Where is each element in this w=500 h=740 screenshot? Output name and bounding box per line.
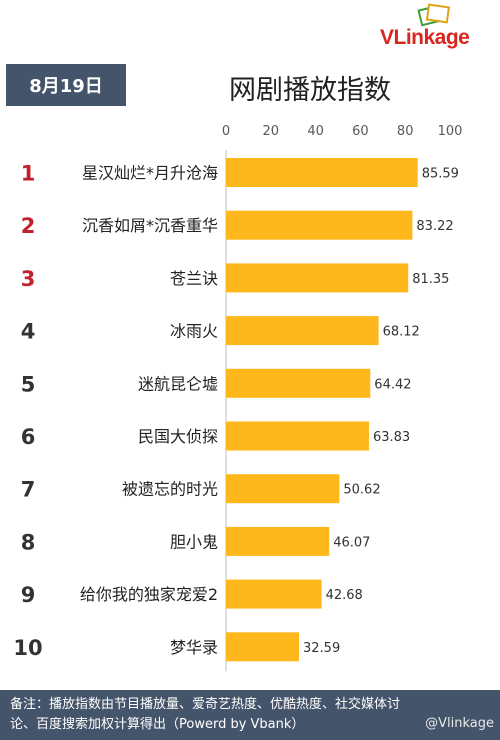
bar	[226, 526, 330, 556]
category-label: 梦华录	[170, 638, 218, 657]
x-tick-label: 40	[307, 124, 324, 139]
category-label: 星汉灿烂*月升沧海	[82, 164, 218, 183]
bar	[226, 210, 413, 240]
footer-note-line-2: 论、百度搜索加权计算得出（Powerd by Vbank）	[10, 717, 305, 732]
value-label: 63.83	[373, 430, 410, 445]
value-label: 64.42	[374, 377, 411, 392]
category-label: 民国大侦探	[138, 427, 218, 446]
bar-chart: 0 20 40 60 80 100 85.59 星汉灿烂*月升沧海 1 83.22 沉香如屑*沉香重…	[13, 124, 463, 672]
rank-label: 6	[21, 425, 36, 449]
vlinkage-logo: VLinkage	[372, 2, 498, 52]
value-label: 46.07	[333, 535, 370, 550]
bar	[226, 579, 322, 609]
date-badge: 8月19日	[6, 64, 126, 106]
bar	[226, 158, 418, 187]
value-label: 81.35	[412, 272, 449, 287]
category-label: 沉香如屑*沉香重华	[82, 216, 218, 235]
bar	[226, 421, 369, 451]
category-label: 胆小鬼	[170, 532, 218, 551]
value-label: 42.68	[326, 588, 363, 603]
weibo-watermark: @Vlinkage	[425, 716, 494, 731]
rank-label: 2	[21, 214, 36, 238]
rank-label: 10	[13, 636, 42, 660]
category-label: 给你我的独家宠爱2	[80, 585, 218, 604]
logo-cards-icon	[417, 3, 451, 27]
category-label: 被遗忘的时光	[122, 480, 218, 499]
x-tick-label: 80	[397, 124, 414, 139]
x-tick-label: 0	[222, 124, 230, 139]
rank-label: 7	[21, 478, 36, 502]
bar	[226, 368, 371, 398]
rank-label: 5	[21, 372, 36, 396]
category-label: 冰雨火	[170, 322, 218, 341]
x-tick-label: 20	[263, 124, 280, 139]
x-tick-label: 60	[352, 124, 369, 139]
value-label: 68.12	[383, 325, 420, 340]
value-label: 85.59	[422, 167, 459, 182]
x-tick-label: 100	[438, 124, 463, 139]
rank-label: 8	[21, 530, 36, 554]
value-label: 32.59	[303, 641, 340, 656]
rank-label: 9	[21, 583, 36, 607]
rank-label: 4	[21, 320, 36, 344]
category-label: 苍兰诀	[170, 269, 218, 288]
value-label: 83.22	[416, 219, 453, 234]
rank-label: 1	[21, 162, 36, 186]
category-label: 迷航昆仑墟	[138, 374, 218, 393]
footer-note: 备注：播放指数由节目播放量、爱奇艺热度、优酷热度、社交媒体讨 论、百度搜索加权计…	[0, 690, 500, 740]
footer-note-line-1: 备注：播放指数由节目播放量、爱奇艺热度、优酷热度、社交媒体讨	[10, 697, 401, 712]
brand-name: VLinkage	[380, 26, 470, 49]
bar	[226, 316, 379, 346]
chart-title: 网剧播放指数	[229, 75, 391, 106]
bar	[226, 474, 340, 504]
bar	[226, 263, 409, 293]
rank-label: 3	[21, 267, 36, 291]
value-label: 50.62	[343, 483, 380, 498]
bar	[226, 632, 300, 662]
